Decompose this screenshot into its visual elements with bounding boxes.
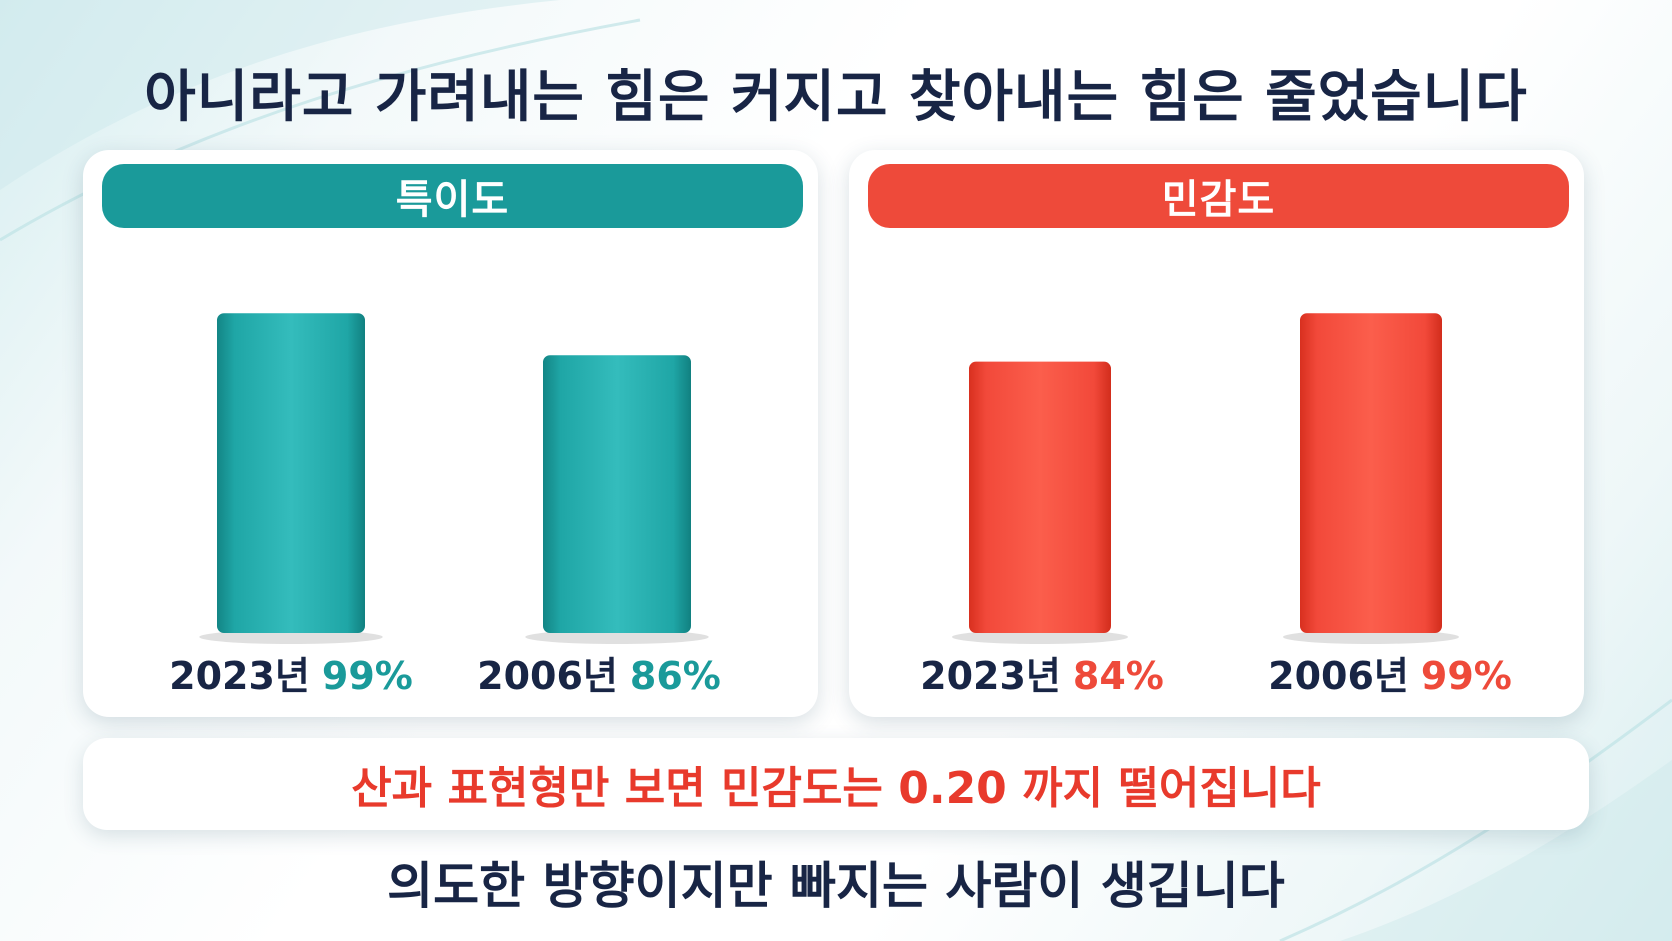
- bar-specificity-2023: [217, 313, 365, 633]
- sensitivity-header: 민감도: [868, 164, 1569, 228]
- bar-shadow: [525, 630, 709, 644]
- bar-sensitivity-2006: [1300, 313, 1442, 633]
- value-label: 99%: [321, 654, 413, 698]
- value-label: 86%: [629, 654, 721, 698]
- label-sensitivity-2023: 2023년 84%: [892, 645, 1192, 700]
- note-box: 산과 표현형만 보면 민감도는 0.20 까지 떨어집니다: [83, 738, 1589, 830]
- label-specificity-2006: 2006년 86%: [449, 645, 749, 700]
- bar-sensitivity-2023: [969, 361, 1111, 633]
- category-label: 2006년: [477, 654, 618, 698]
- category-label: 2006년: [1268, 654, 1409, 698]
- value-label: 84%: [1072, 654, 1164, 698]
- page-title: 아니라고 가려내는 힘은 커지고 찾아내는 힘은 줄었습니다: [144, 65, 1528, 130]
- label-specificity-2023: 2023년 99%: [141, 645, 441, 700]
- sensitivity-chart: [951, 313, 1460, 644]
- category-label: 2023년: [169, 654, 310, 698]
- specificity-panel: 특이도 2023년 99% 2006년 86%: [83, 150, 818, 717]
- bar-shadow: [1282, 630, 1460, 644]
- bar-shadow: [199, 630, 383, 644]
- category-label: 2023년: [920, 654, 1061, 698]
- bar-specificity-2006: [543, 355, 691, 633]
- footer-text: 의도한 방향이지만 빠지는 사람이 생깁니다: [387, 857, 1285, 915]
- specificity-chart: [199, 313, 709, 644]
- sensitivity-panel: 민감도 2023년 84% 2006년 99%: [849, 150, 1584, 717]
- label-sensitivity-2006: 2006년 99%: [1240, 645, 1540, 700]
- specificity-header: 특이도: [102, 164, 803, 228]
- bar-shadow: [951, 630, 1129, 644]
- value-label: 99%: [1420, 654, 1512, 698]
